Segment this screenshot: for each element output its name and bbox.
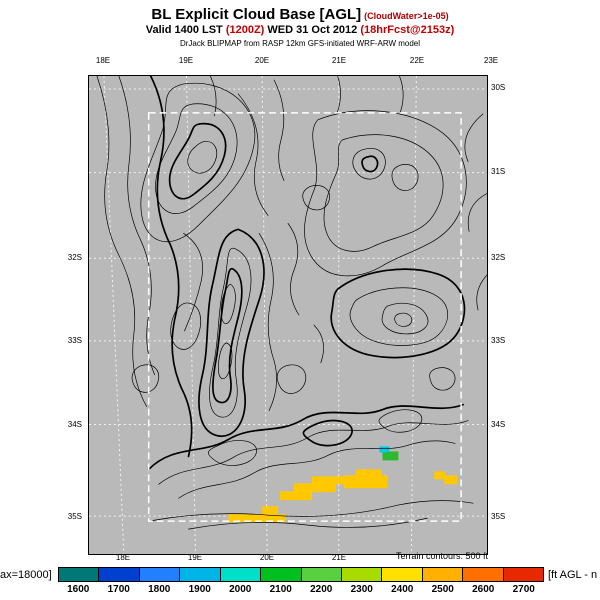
colorbar-tick: 2200	[310, 584, 333, 595]
colorbar-tick: 2700	[512, 584, 535, 595]
right-axis-tick: 32S	[491, 253, 506, 262]
colorbar-ticks: 1600 1700 1800 1900 2000 2100 2200 2300 2400 2500…	[58, 584, 544, 595]
colorbar-tick: 1900	[188, 584, 211, 595]
cloud-base-patch	[311, 476, 348, 485]
top-axis-tick: 18E	[95, 56, 111, 65]
left-axis-tick: 33S	[67, 336, 82, 345]
model-credit: DrJack BLIPMAP from RASP 12km GFS-initia…	[179, 38, 421, 48]
colorbar-tick: 2600	[472, 584, 495, 595]
cloud-base-patch	[434, 471, 446, 480]
cloud-base-patch	[280, 491, 312, 501]
colorbar-tick: 1600	[67, 584, 90, 595]
cloud-base-patch	[262, 506, 279, 515]
colorbar-tick: 2400	[391, 584, 414, 595]
colorbar-segment	[381, 568, 422, 581]
valid-date: WED 31 Oct 2012	[264, 24, 361, 37]
colorbar-tick: 1800	[148, 584, 171, 595]
map-area	[88, 75, 488, 555]
right-axis-tick: 33S	[491, 336, 506, 345]
forecast-tag: (18hrFcst@2153z)	[360, 24, 455, 37]
valid-prefix: Valid 1400 LST	[145, 24, 226, 37]
colorbar-segment	[340, 568, 382, 581]
colorbar-segment	[421, 568, 463, 581]
cloud-base-patch	[293, 483, 336, 493]
terrain-contour-layer	[96, 76, 487, 530]
colorbar-segment	[260, 568, 301, 581]
cloud-base-patch	[228, 514, 286, 523]
right-axis-tick: 34S	[491, 420, 506, 429]
model-domain-box	[147, 112, 462, 522]
terrain-note: Terrain contours: 500 ft	[395, 551, 488, 561]
cloud-base-patch	[355, 469, 382, 477]
top-axis-tick: 22E	[409, 56, 425, 65]
title-qualifier: (CloudWater>1e-05)	[364, 11, 449, 21]
valid-zulu-tag: (1200Z)	[225, 24, 265, 37]
left-axis-tick: 32S	[67, 253, 82, 262]
valid-line: Valid 1400 LST (1200Z) WED 31 Oct 2012 (…	[0, 24, 600, 37]
colorbar-tick: 2100	[269, 584, 292, 595]
right-axis-tick: 35S	[491, 512, 506, 521]
colorbar	[58, 567, 544, 582]
colorbar-segment	[300, 568, 341, 581]
right-axis-tick: 31S	[491, 167, 506, 176]
cloud-base-patches	[228, 446, 458, 523]
colorbar-segment	[59, 568, 99, 581]
right-axis-tick: 30S	[491, 83, 506, 92]
colorbar-tick: 1700	[107, 584, 130, 595]
cloud-base-patch	[444, 475, 458, 485]
colorbar-unit-label: [ft AGL - n	[548, 569, 598, 581]
top-axis-tick: 20E	[254, 56, 270, 65]
colorbar-tick: 2000	[229, 584, 252, 595]
header: BL Explicit Cloud Base [AGL] (CloudWater>…	[0, 6, 600, 48]
colorbar-tick: 2300	[350, 584, 373, 595]
bottom-axis-tick: 21E	[331, 553, 347, 562]
left-axis-tick: 34S	[67, 420, 82, 429]
colorbar-segment	[98, 568, 139, 581]
colorbar-segment	[462, 568, 503, 581]
colorbar-segment	[219, 568, 261, 581]
top-axis-tick: 23E	[483, 56, 499, 65]
bottom-axis-tick: 18E	[115, 553, 131, 562]
page-title: BL Explicit Cloud Base [AGL]	[151, 6, 362, 23]
cloud-base-patch	[382, 451, 399, 461]
bottom-axis-tick: 20E	[259, 553, 275, 562]
cloud-base-patch	[379, 446, 390, 453]
colorbar-segment	[502, 568, 544, 581]
map-canvas	[89, 76, 487, 554]
colorbar-max-label: ax=18000]	[0, 569, 52, 581]
top-axis-tick: 19E	[178, 56, 194, 65]
cloud-base-patch	[343, 475, 388, 489]
bottom-axis-tick: 19E	[187, 553, 203, 562]
colorbar-segment	[138, 568, 180, 581]
top-axis-tick: 21E	[331, 56, 347, 65]
title-line: BL Explicit Cloud Base [AGL] (CloudWater>…	[0, 6, 600, 23]
colorbar-segment	[179, 568, 220, 581]
colorbar-tick: 2500	[431, 584, 454, 595]
left-axis-tick: 35S	[67, 512, 82, 521]
